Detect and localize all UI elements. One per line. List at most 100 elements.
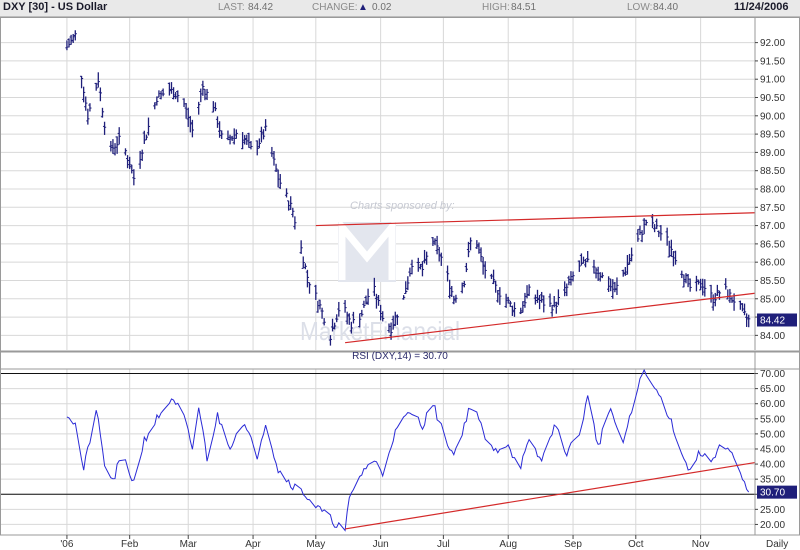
rsi-trendlines xyxy=(344,461,756,530)
price-bar xyxy=(623,267,627,276)
price-axis-tick-label: 89.50 xyxy=(760,130,785,141)
price-bar xyxy=(232,128,236,145)
price-bar xyxy=(711,294,715,311)
price-bar xyxy=(291,207,295,218)
price-bar xyxy=(366,288,370,305)
price-bar xyxy=(241,132,245,150)
price-bar xyxy=(228,134,232,145)
price-bar xyxy=(140,149,144,161)
price-axis-tick-label: 91.50 xyxy=(760,56,785,67)
price-bar xyxy=(745,313,749,327)
price-bar xyxy=(523,292,527,308)
last-label: LAST: xyxy=(218,2,245,13)
price-bar xyxy=(665,227,669,246)
price-bar xyxy=(69,34,73,45)
x-tick-label: Sep xyxy=(564,539,582,550)
price-bar xyxy=(211,101,215,113)
price-bar xyxy=(613,281,617,293)
price-bar xyxy=(372,277,376,297)
price-bar xyxy=(420,261,425,277)
price-bar xyxy=(468,237,473,251)
price-bar xyxy=(650,214,655,229)
price-bar xyxy=(742,303,747,316)
price-bar xyxy=(556,289,561,306)
price-bar xyxy=(73,30,77,41)
price-bar xyxy=(255,140,259,156)
price-bar xyxy=(322,318,326,326)
price-bar xyxy=(686,273,690,288)
price-bar xyxy=(627,253,632,265)
price-bar xyxy=(408,267,412,277)
price-bar xyxy=(387,323,391,333)
low-value: 84.40 xyxy=(653,2,679,13)
price-bar xyxy=(466,241,471,258)
price-bar xyxy=(167,82,172,96)
price-bar xyxy=(100,107,105,118)
price-bar xyxy=(88,103,92,112)
price-bar xyxy=(477,242,481,254)
price-bar xyxy=(65,40,69,51)
price-bar xyxy=(347,313,351,325)
x-tick-label: Apr xyxy=(245,539,261,550)
price-bar xyxy=(709,284,713,303)
x-tick-label: Jul xyxy=(437,539,450,550)
price-bar xyxy=(270,146,274,157)
price-bar xyxy=(717,290,722,300)
price-bar xyxy=(621,269,625,277)
change-up-arrow-icon: ▲ xyxy=(358,2,368,13)
price-bar xyxy=(155,96,159,106)
price-bar xyxy=(609,278,613,292)
price-bar xyxy=(402,295,406,300)
price-bar xyxy=(406,276,410,291)
price-bar xyxy=(351,311,356,324)
price-bar xyxy=(694,275,699,292)
price-bar xyxy=(431,237,435,246)
rsi-axis-tick-label: 50.00 xyxy=(760,429,785,440)
price-bar xyxy=(111,139,115,154)
price-bar xyxy=(425,251,429,265)
panel-frames xyxy=(0,17,800,536)
price-bar xyxy=(130,164,134,174)
price-bar xyxy=(581,256,586,264)
price-bar xyxy=(592,259,596,274)
price-bar xyxy=(203,88,207,101)
price-bar xyxy=(335,314,339,323)
price-bar xyxy=(583,258,588,268)
price-bar xyxy=(519,307,523,315)
price-bar xyxy=(454,294,458,303)
price-bar xyxy=(82,86,86,103)
price-bar xyxy=(132,169,136,186)
low-label: LOW: xyxy=(627,2,653,13)
price-bar xyxy=(287,200,291,211)
watermark-sponsor-text: Charts sponsored by: xyxy=(350,200,455,212)
price-bar xyxy=(102,121,107,135)
rsi-line xyxy=(66,368,750,532)
price-bar xyxy=(117,127,121,145)
rsi-line-group xyxy=(66,368,750,532)
rsi-axis-tick-label: 40.00 xyxy=(760,460,785,471)
x-tick-label: Mar xyxy=(180,539,198,550)
price-bar xyxy=(259,126,264,143)
price-bar xyxy=(445,265,450,282)
price-bar xyxy=(504,293,508,308)
rsi-axis-tick-label: 25.00 xyxy=(760,505,785,516)
rsi-trendline xyxy=(344,461,756,530)
price-bar xyxy=(190,119,195,138)
price-axis-tick-label: 86.00 xyxy=(760,258,785,269)
high-value: 84.51 xyxy=(511,2,537,13)
price-bar xyxy=(337,301,341,317)
price-bar xyxy=(115,136,119,154)
price-bar xyxy=(293,216,297,230)
price-bar xyxy=(554,301,558,314)
price-bar xyxy=(128,156,132,169)
price-bar xyxy=(362,300,366,308)
price-bar xyxy=(481,256,485,275)
price-bar xyxy=(540,291,544,303)
price-bar xyxy=(640,230,644,243)
price-bar xyxy=(483,261,487,279)
price-bar xyxy=(314,284,318,300)
rsi-title: RSI (DXY,14) = 30.70 xyxy=(352,351,448,362)
price-bar xyxy=(197,101,201,115)
price-bar xyxy=(276,169,280,188)
price-bar xyxy=(688,278,692,292)
